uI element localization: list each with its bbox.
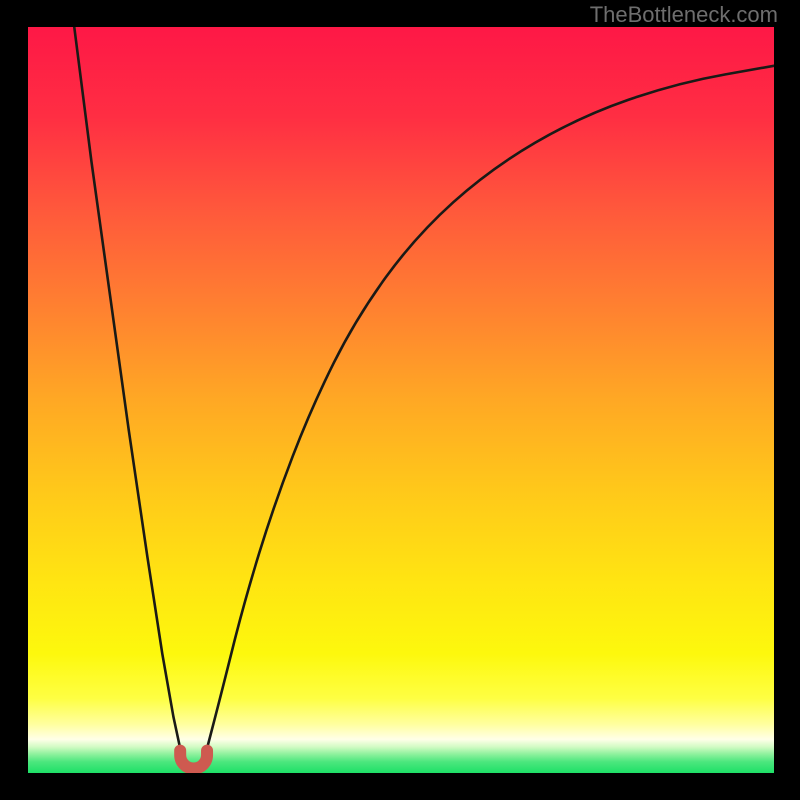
chart-svg bbox=[28, 27, 774, 773]
watermark-text: TheBottleneck.com bbox=[590, 2, 778, 28]
plot-area bbox=[28, 27, 774, 773]
gradient-background bbox=[28, 27, 774, 773]
bottleneck-figure: TheBottleneck.com bbox=[0, 0, 800, 800]
